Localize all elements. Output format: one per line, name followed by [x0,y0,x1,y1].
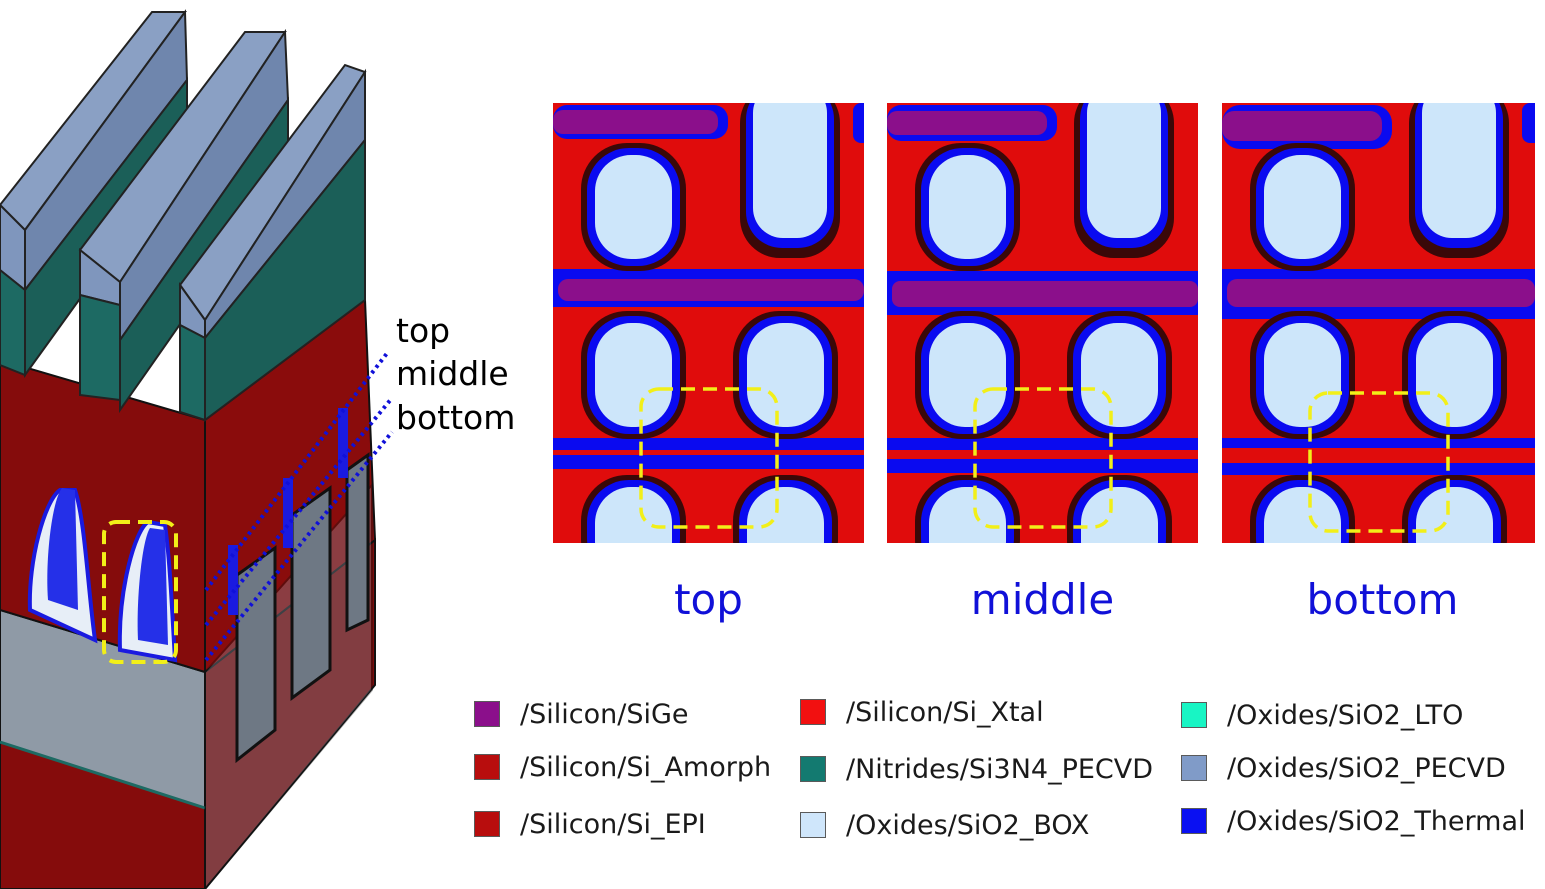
oxide-slab-3 [345,452,370,633]
nanosheet-cells-bottom [1250,143,1507,543]
nanosheet-cells-top [581,143,838,543]
right-sheet-3 [338,408,348,478]
callout-top: top [396,311,451,350]
cross-section-panel-bottom [1222,103,1535,543]
callout-bottom: bottom [396,398,516,437]
legend-swatch-sige [474,701,500,727]
legend-swatch-si-xtal [800,699,826,725]
legend-swatch-si3n4-pecvd [800,756,826,782]
highlight-box-top [639,387,779,529]
legend-swatch-si-epi [474,811,500,837]
highlight-box-middle [973,387,1113,529]
legend-item-si3n4-pecvd: /Nitrides/Si3N4_PECVD [800,752,1153,786]
legend-swatch-sio2-lto [1181,702,1207,728]
cross-section-svg-middle [887,103,1198,543]
front-cavity-right-inner [137,528,168,645]
highlight-box-3d [102,520,178,664]
legend-item-si-amorph: /Silicon/Si_Amorph [474,750,771,784]
panel-caption-top: top [674,575,743,624]
legend-item-sio2-pecvd: /Oxides/SiO2_PECVD [1181,751,1506,785]
legend-label: /Silicon/SiGe [520,698,689,730]
legend-swatch-sio2-pecvd [1181,755,1207,781]
slice-line-bottom [204,430,394,662]
cross-section-panel-middle [887,103,1198,543]
front-cavity-left-inner [47,488,78,610]
fin-3-nitride [179,323,206,422]
legend-swatch-si-amorph [474,754,500,780]
cross-section-svg-top [553,103,864,543]
cross-section-panel-top [553,103,864,543]
legend-label: /Silicon/Si_Xtal [846,696,1044,728]
cross-section-svg-bottom [1222,103,1535,543]
panel-caption-middle: middle [970,575,1115,624]
legend-item-si-xtal: /Silicon/Si_Xtal [800,695,1044,729]
callout-middle: middle [396,354,509,393]
highlight-box-bottom [1308,391,1450,533]
slice-line-top [204,350,390,592]
legend-swatch-sio2-box [800,812,826,838]
legend-label: /Silicon/Si_Amorph [520,751,772,783]
legend-label: /Oxides/SiO2_PECVD [1227,752,1506,784]
legend-label: /Oxides/SiO2_BOX [846,809,1090,841]
fin-3-nitride-side [204,137,366,422]
legend-item-sige: /Silicon/SiGe [474,697,689,731]
fin-1-nitride [0,268,26,377]
legend-item-si-epi: /Silicon/Si_EPI [474,807,706,841]
thin-nitride-line [0,740,206,810]
oxide-slab-1 [235,545,277,764]
oxide-slab-2 [290,485,332,701]
legend-label: /Nitrides/Si3N4_PECVD [846,753,1154,785]
legend-label: /Oxides/SiO2_Thermal [1227,805,1526,837]
3d-stack-illustration [0,9,394,889]
right-sheet-1 [228,545,238,615]
legend-item-sio2-thermal: /Oxides/SiO2_Thermal [1181,804,1526,838]
panel-caption-bottom: bottom [1306,575,1459,624]
legend-item-sio2-lto: /Oxides/SiO2_LTO [1181,698,1463,732]
right-sheet-2 [283,478,293,548]
fin-2-nitride [79,293,121,402]
legend-label: /Oxides/SiO2_LTO [1227,699,1464,731]
legend-item-sio2-box: /Oxides/SiO2_BOX [800,808,1089,842]
legend-swatch-sio2-thermal [1181,808,1207,834]
legend-label: /Silicon/Si_EPI [520,808,706,840]
